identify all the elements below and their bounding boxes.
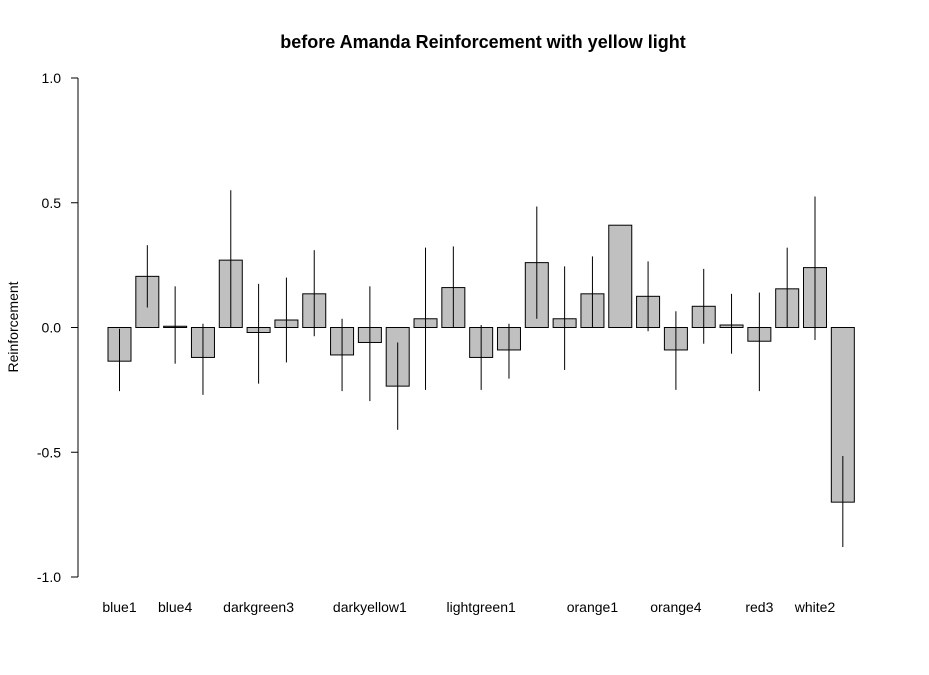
x-tick-label: blue1 [102,599,136,615]
x-tick-label: blue4 [158,599,192,615]
x-tick-label: orange4 [650,599,702,615]
y-tick-label: -1.0 [37,569,61,585]
error-bars-group [119,190,844,548]
x-tick-label: orange1 [567,599,619,615]
y-tick-label: -0.5 [37,444,61,460]
x-tick-label: white2 [794,599,836,615]
y-tick-label: 0.5 [42,195,62,211]
y-tick-label: 0.0 [42,320,62,336]
y-tick-label: 1.0 [42,70,62,86]
bar [608,224,633,328]
x-tick-label: darkgreen3 [223,599,294,615]
x-tick-label: darkyellow1 [333,599,407,615]
x-tick-labels: blue1 blue4 darkgreen3 darkyellow1 lightgree… [102,599,835,615]
y-axis: -1.0 -0.5 0.0 0.5 1.0 [37,70,79,585]
y-axis-label: Reinforcement [5,281,21,372]
chart-title: before Amanda Reinforcement with yellow … [280,32,685,52]
x-tick-label: red3 [745,599,773,615]
x-tick-label: lightgreen1 [447,599,516,615]
